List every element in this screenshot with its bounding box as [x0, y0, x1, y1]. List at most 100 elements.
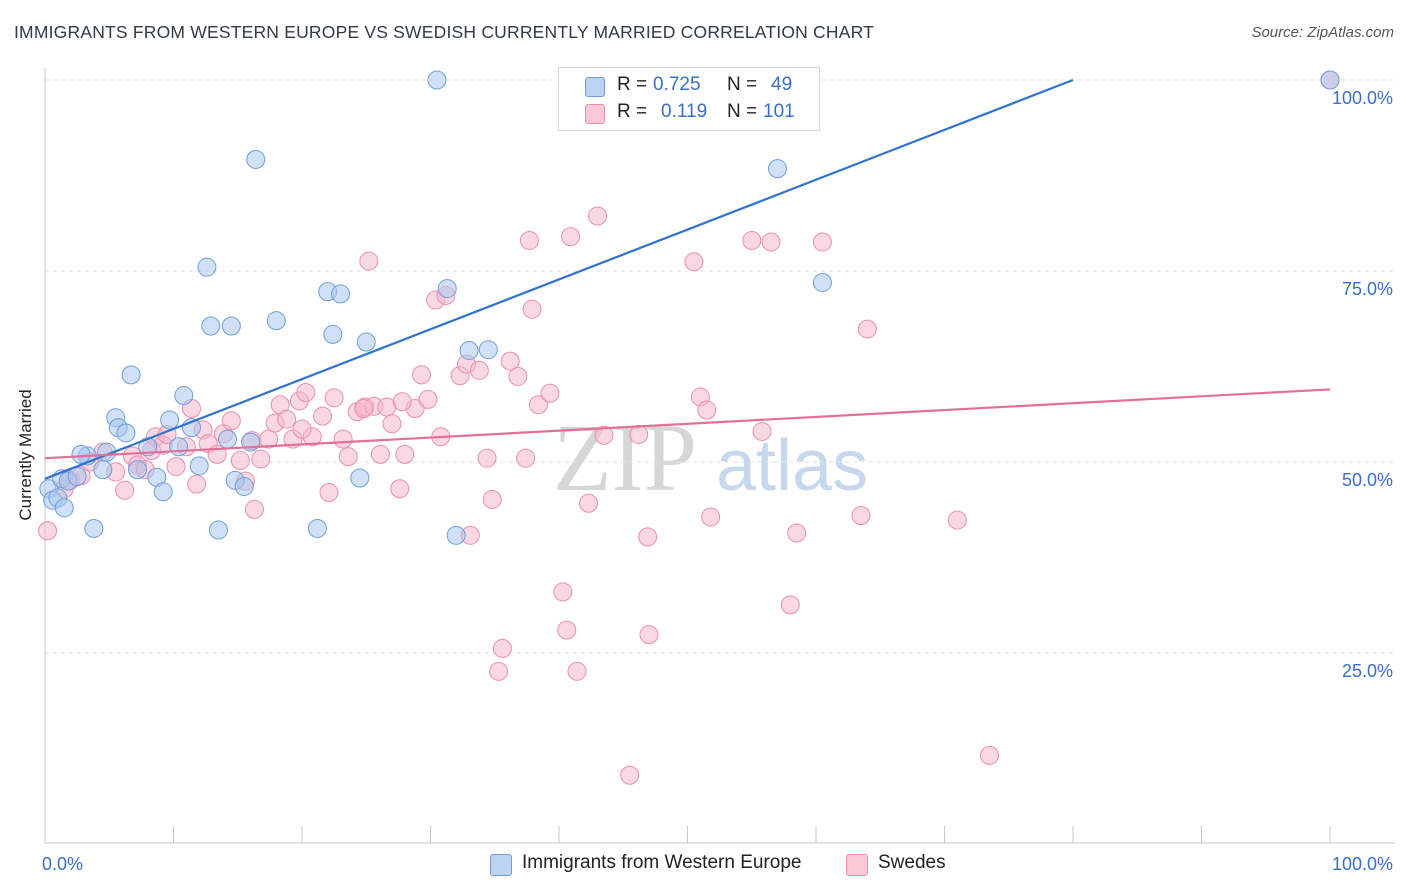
- point-swedes: [166, 457, 186, 477]
- x-tick-label: 0.0%: [42, 854, 83, 874]
- legend: R = 0.725 N = 49 R = 0.119 N = 101: [558, 67, 820, 131]
- point-swedes: [187, 474, 207, 494]
- point-western-europe: [323, 324, 343, 344]
- point-western-europe: [174, 386, 194, 406]
- point-swedes: [489, 661, 509, 681]
- bottom-legend-swatch-pink: [846, 854, 868, 876]
- point-western-europe: [437, 279, 457, 299]
- legend-n-value: 49: [771, 74, 793, 95]
- point-swedes: [313, 406, 333, 426]
- trend-lines: [44, 78, 1331, 480]
- point-western-europe: [246, 149, 266, 169]
- point-swedes: [697, 400, 717, 420]
- point-western-europe: [201, 316, 221, 336]
- point-western-europe: [446, 525, 466, 545]
- point-swedes: [221, 411, 241, 431]
- legend-swatch-pink: [585, 104, 605, 124]
- legend-r-label: R =: [617, 74, 648, 95]
- point-swedes: [115, 480, 135, 500]
- point-swedes: [333, 429, 353, 449]
- point-swedes: [354, 399, 374, 419]
- point-swedes: [522, 299, 542, 319]
- point-swedes: [38, 521, 58, 541]
- point-western-europe: [478, 340, 498, 360]
- point-swedes: [516, 448, 536, 468]
- y-tick-label: 25.0%: [1342, 661, 1393, 681]
- point-swedes: [277, 409, 297, 429]
- bottom-legend-label: Swedes: [878, 852, 946, 873]
- point-swedes: [684, 252, 704, 272]
- point-western-europe: [1320, 70, 1340, 90]
- trend-line: [44, 388, 1331, 460]
- point-swedes: [296, 382, 316, 402]
- point-swedes: [557, 620, 577, 640]
- watermark-atlas: atlas: [716, 426, 868, 506]
- point-swedes: [979, 745, 999, 765]
- point-swedes: [370, 444, 390, 464]
- trend-line: [44, 78, 1074, 480]
- point-swedes: [412, 365, 432, 385]
- point-swedes: [701, 507, 721, 527]
- legend-r-value: 0.119: [661, 101, 708, 122]
- point-swedes: [857, 319, 877, 339]
- point-swedes: [594, 425, 614, 445]
- legend-n-label: N =: [727, 101, 758, 122]
- point-swedes: [519, 230, 539, 250]
- point-western-europe: [307, 518, 327, 538]
- legend-n-label: N =: [727, 74, 758, 95]
- point-swedes: [324, 388, 344, 408]
- point-swedes: [500, 351, 520, 371]
- point-swedes: [947, 510, 967, 530]
- point-western-europe: [459, 340, 479, 360]
- point-swedes: [588, 206, 608, 226]
- point-swedes: [244, 499, 264, 519]
- legend-swatch-blue: [585, 77, 605, 97]
- point-western-europe: [189, 456, 209, 476]
- point-swedes: [319, 483, 339, 503]
- point-western-europe: [71, 444, 91, 464]
- point-swedes: [469, 360, 489, 380]
- point-swedes: [359, 251, 379, 271]
- point-swedes: [477, 448, 497, 468]
- point-western-europe: [331, 284, 351, 304]
- point-swedes: [395, 444, 415, 464]
- y-tick-label: 50.0%: [1342, 470, 1393, 490]
- point-swedes: [528, 395, 548, 415]
- point-swedes: [390, 479, 410, 499]
- point-swedes: [851, 505, 871, 525]
- chart-title: IMMIGRANTS FROM WESTERN EUROPE VS SWEDIS…: [14, 22, 875, 42]
- point-western-europe: [356, 332, 376, 352]
- point-western-europe: [84, 518, 104, 538]
- point-western-europe: [221, 316, 241, 336]
- point-western-europe: [169, 437, 189, 457]
- point-western-europe: [160, 410, 180, 430]
- bottom-legend-swatch-blue: [490, 854, 512, 876]
- point-swedes: [508, 366, 528, 386]
- point-western-europe: [153, 482, 173, 502]
- point-western-europe: [116, 423, 136, 443]
- point-western-europe: [208, 520, 228, 540]
- point-western-europe: [128, 460, 148, 480]
- axes: [44, 68, 1395, 844]
- point-swedes: [787, 523, 807, 543]
- point-western-europe: [217, 429, 237, 449]
- western-europe-points: [39, 70, 1340, 545]
- source-credit: Source: ZipAtlas.com: [1251, 24, 1394, 41]
- point-western-europe: [350, 468, 370, 488]
- point-swedes: [780, 595, 800, 615]
- point-swedes: [292, 419, 312, 439]
- point-western-europe: [121, 365, 141, 385]
- point-western-europe: [812, 272, 832, 292]
- y-axis-label: Currently Married: [16, 389, 35, 521]
- point-swedes: [812, 232, 832, 252]
- point-western-europe: [427, 70, 447, 90]
- point-swedes: [418, 389, 438, 409]
- point-swedes: [639, 625, 659, 645]
- point-swedes: [620, 765, 640, 785]
- legend-r-value: 0.725: [653, 74, 701, 95]
- point-swedes: [629, 424, 649, 444]
- tick-labels: 25.0% 50.0% 75.0% 100.0% 0.0% 100.0%: [42, 88, 1393, 874]
- legend-r-label: R =: [617, 101, 648, 122]
- point-swedes: [540, 383, 560, 403]
- point-swedes: [482, 489, 502, 509]
